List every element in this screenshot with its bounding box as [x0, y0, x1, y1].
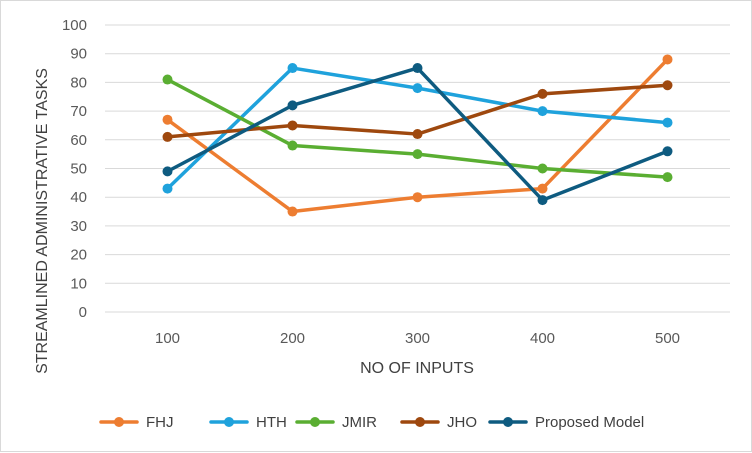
data-point [412, 192, 423, 203]
legend-label: HTH [256, 414, 287, 431]
legend-swatch-marker [224, 417, 234, 427]
legend-label: Proposed Model [535, 414, 644, 431]
legend-item: Proposed Model [488, 414, 644, 431]
y-tick-label: 40 [70, 189, 87, 206]
data-point [662, 80, 673, 91]
y-tick-label: 70 [70, 103, 87, 120]
y-axis-ticks: 0 10 20 30 40 50 60 70 80 90 100 [62, 17, 87, 321]
data-point [662, 54, 673, 65]
data-point [287, 100, 298, 111]
data-point [287, 206, 298, 217]
x-tick-label: 200 [280, 330, 305, 347]
legend-item: JMIR [295, 414, 377, 431]
y-tick-label: 50 [70, 161, 87, 178]
legend-swatch-marker [415, 417, 425, 427]
legend-label: JHO [447, 414, 477, 431]
data-point [412, 83, 423, 94]
data-point [412, 63, 423, 74]
data-point [537, 106, 548, 117]
y-tick-label: 60 [70, 132, 87, 149]
x-tick-label: 400 [530, 330, 555, 347]
data-point [162, 183, 173, 194]
legend-label: JMIR [342, 414, 377, 431]
data-point [537, 163, 548, 174]
data-point [162, 131, 173, 142]
y-tick-label: 90 [70, 46, 87, 63]
data-point [662, 146, 673, 157]
data-point [662, 172, 673, 183]
data-point [162, 166, 173, 177]
y-tick-label: 30 [70, 218, 87, 235]
data-point [287, 63, 298, 74]
series-fhj [162, 54, 673, 217]
y-tick-label: 80 [70, 74, 87, 91]
series-group [162, 54, 673, 217]
data-point [162, 114, 173, 125]
data-point [662, 117, 673, 128]
data-point [162, 74, 173, 85]
series-jmir [162, 74, 673, 183]
y-axis-title: STREAMLINED ADMINISTRATIVE TASKS [34, 68, 51, 374]
data-point [412, 149, 423, 160]
data-point [537, 88, 548, 99]
series-hth [162, 63, 673, 194]
x-tick-label: 500 [655, 330, 680, 347]
legend-item: HTH [209, 414, 287, 431]
data-point [287, 120, 298, 131]
legend-label: FHJ [146, 414, 174, 431]
x-tick-label: 300 [405, 330, 430, 347]
y-tick-label: 20 [70, 247, 87, 264]
legend-swatch-marker [310, 417, 320, 427]
x-tick-label: 100 [155, 330, 180, 347]
y-tick-label: 10 [70, 275, 87, 292]
x-axis-title: NO OF INPUTS [360, 360, 474, 377]
y-tick-label: 0 [79, 304, 87, 321]
data-point [412, 129, 423, 140]
y-tick-label: 100 [62, 17, 87, 34]
legend-swatch-marker [114, 417, 124, 427]
data-point [287, 140, 298, 151]
legend: FHJ HTH JMIR JHO Proposed Model [99, 414, 644, 431]
legend-item: FHJ [99, 414, 174, 431]
data-point [537, 183, 548, 194]
x-axis-ticks: 100 200 300 400 500 [155, 330, 680, 347]
legend-item: JHO [400, 414, 477, 431]
legend-swatch-marker [503, 417, 513, 427]
series-proposed-model [162, 63, 673, 206]
data-point [537, 195, 548, 206]
